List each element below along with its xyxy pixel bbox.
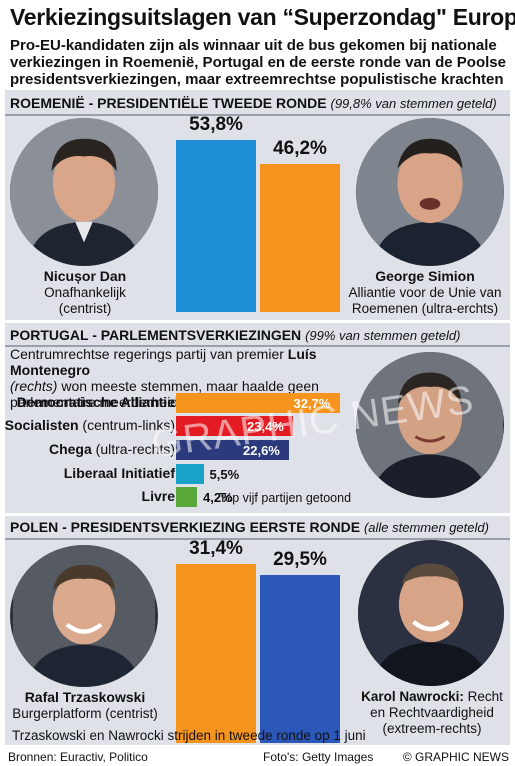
portugal-party-label-3: Chega (ultra-rechts) — [49, 441, 175, 457]
portrait-luis-montenegro-image — [357, 352, 503, 498]
romania-right-desc-2: Roemenen (ultra-erchts) — [351, 301, 499, 316]
sources-credit: Bronnen: Euractiv, Politico — [8, 750, 148, 764]
poland-right-desc-2: en Rechtvaardigheid — [370, 705, 494, 720]
portugal-bar-1 — [176, 393, 340, 413]
portugal-description: Centrumrechtse regerings partij van prem… — [10, 346, 355, 410]
portugal-bar-label-2: 23,4% — [247, 419, 284, 434]
portugal-party-label-2: Socialisten (centrum-links) — [5, 417, 175, 433]
poland-bar-2 — [260, 574, 340, 743]
portrait-nicusor-dan — [10, 118, 158, 266]
poland-left-desc: Burgerplatform (centrist) — [12, 706, 158, 721]
romania-heading-title: ROEMENIË - PRESIDENTIËLE TWEEDE RONDE — [10, 95, 327, 111]
portugal-party-label-4: Liberaal Initiatief — [64, 465, 175, 481]
portrait-nicusor-dan-image — [10, 118, 158, 266]
romania-left-name: Nicușor Dan — [43, 268, 127, 284]
portugal-party-name-3: Chega — [48, 441, 92, 457]
portrait-rafal-trzaskowski — [10, 545, 158, 687]
poland-right-desc-1: Recht — [467, 689, 503, 704]
portrait-luis-montenegro — [356, 352, 504, 498]
portugal-desc-text-4: parlementaire meerderheid — [10, 394, 179, 410]
portugal-bar-label-3: 22,6% — [243, 443, 280, 458]
portugal-bar-label-4: 5,5% — [209, 467, 240, 482]
portugal-bar-label-5: 4,2% — [203, 490, 233, 505]
portugal-bar-5 — [176, 487, 197, 507]
page-title: Verkiezingsuitslagen van “Superzondag" E… — [10, 4, 515, 30]
poland-bar-1 — [176, 564, 256, 743]
portugal-desc-text-1: Centrumrechtse regerings partij van prem… — [10, 346, 284, 362]
portugal-party-qualifier-3: (ultra-rechts) — [91, 441, 175, 457]
portugal-party-name-1: Democratische Alliantie — [16, 394, 175, 410]
poland-left-name: Rafal Trzaskowski — [24, 689, 146, 705]
portrait-george-simion-image — [356, 118, 504, 266]
poland-footnote: Trzaskowski en Nawrocki strijden in twee… — [12, 728, 366, 743]
portugal-party-qualifier-2: (centrum-links) — [78, 417, 175, 433]
portugal-bar-3 — [176, 440, 289, 460]
romania-left-desc-2: (centrist) — [58, 301, 112, 316]
romania-right-name: George Simion — [375, 268, 475, 284]
portugal-heading-title: PORTUGAL - PARLEMENTSVERKIEZINGEN — [10, 327, 302, 343]
romania-count-note: (99,8% van stemmen geteld) — [330, 96, 497, 111]
poland-right-name: Karol Nawrocki: — [361, 689, 464, 704]
portugal-heading: PORTUGAL - PARLEMENTSVERKIEZINGEN (99% v… — [10, 327, 460, 343]
portugal-desc-text-3: won meeste stemmen, maar haalde geen — [61, 378, 319, 394]
portugal-footnote: Top vijf partijen getoond — [219, 491, 352, 505]
poland-right-caption: Karol Nawrocki: Recht en Rechtvaardighei… — [356, 689, 508, 737]
romania-divider — [5, 114, 510, 116]
poland-count-note: (alle stemmen geteld) — [363, 520, 489, 535]
portugal-bar-4 — [176, 464, 204, 484]
portugal-desc-bold: Luís Montenegro — [10, 346, 317, 378]
romania-bar-1 — [176, 139, 256, 312]
romania-heading: ROEMENIË - PRESIDENTIËLE TWEEDE RONDE (9… — [10, 95, 497, 111]
portugal-bar-2 — [176, 416, 293, 436]
portugal-bar-label-1: 32,7% — [293, 396, 331, 411]
romania-right-desc-1: Alliantie voor de Unie van — [348, 285, 502, 300]
portugal-party-name-2: Socialisten — [4, 417, 79, 433]
portrait-karol-nawrocki-image — [358, 540, 504, 686]
poland-bar-label-2: 29,5% — [273, 548, 327, 570]
romania-bar-label-2: 46,2% — [273, 138, 327, 160]
portugal-party-name-5: Livre — [141, 488, 175, 504]
romania-bar-label-1: 53,8% — [189, 113, 243, 135]
poland-heading: POLEN - PRESIDENTSVERKIEZING EERSTE ROND… — [10, 519, 489, 535]
poland-bar-label-1: 31,4% — [189, 538, 243, 560]
portugal-divider — [5, 345, 510, 347]
poland-right-desc-3: (extreem-rechts) — [382, 721, 482, 736]
portugal-party-label-1: Democratische Alliantie — [17, 394, 175, 410]
photo-credit: Foto's: Getty Images — [263, 750, 374, 764]
portrait-rafal-trzaskowski-image — [13, 545, 155, 687]
romania-left-desc-1: Onafhankelijk — [44, 285, 126, 300]
portrait-george-simion — [356, 118, 504, 266]
poland-heading-title: POLEN - PRESIDENTSVERKIEZING EERSTE ROND… — [10, 519, 361, 535]
portrait-karol-nawrocki — [358, 540, 504, 686]
copyright: © GRAPHIC NEWS — [402, 750, 509, 764]
portugal-desc-text-2: (rechts) — [10, 378, 58, 394]
portugal-count-note: (99% van stemmen geteld) — [305, 328, 461, 343]
romania-bar-2 — [260, 164, 340, 312]
portugal-party-label-5: Livre — [142, 488, 175, 504]
poland-divider — [5, 538, 510, 540]
portugal-party-name-4: Liberaal Initiatief — [63, 465, 175, 481]
